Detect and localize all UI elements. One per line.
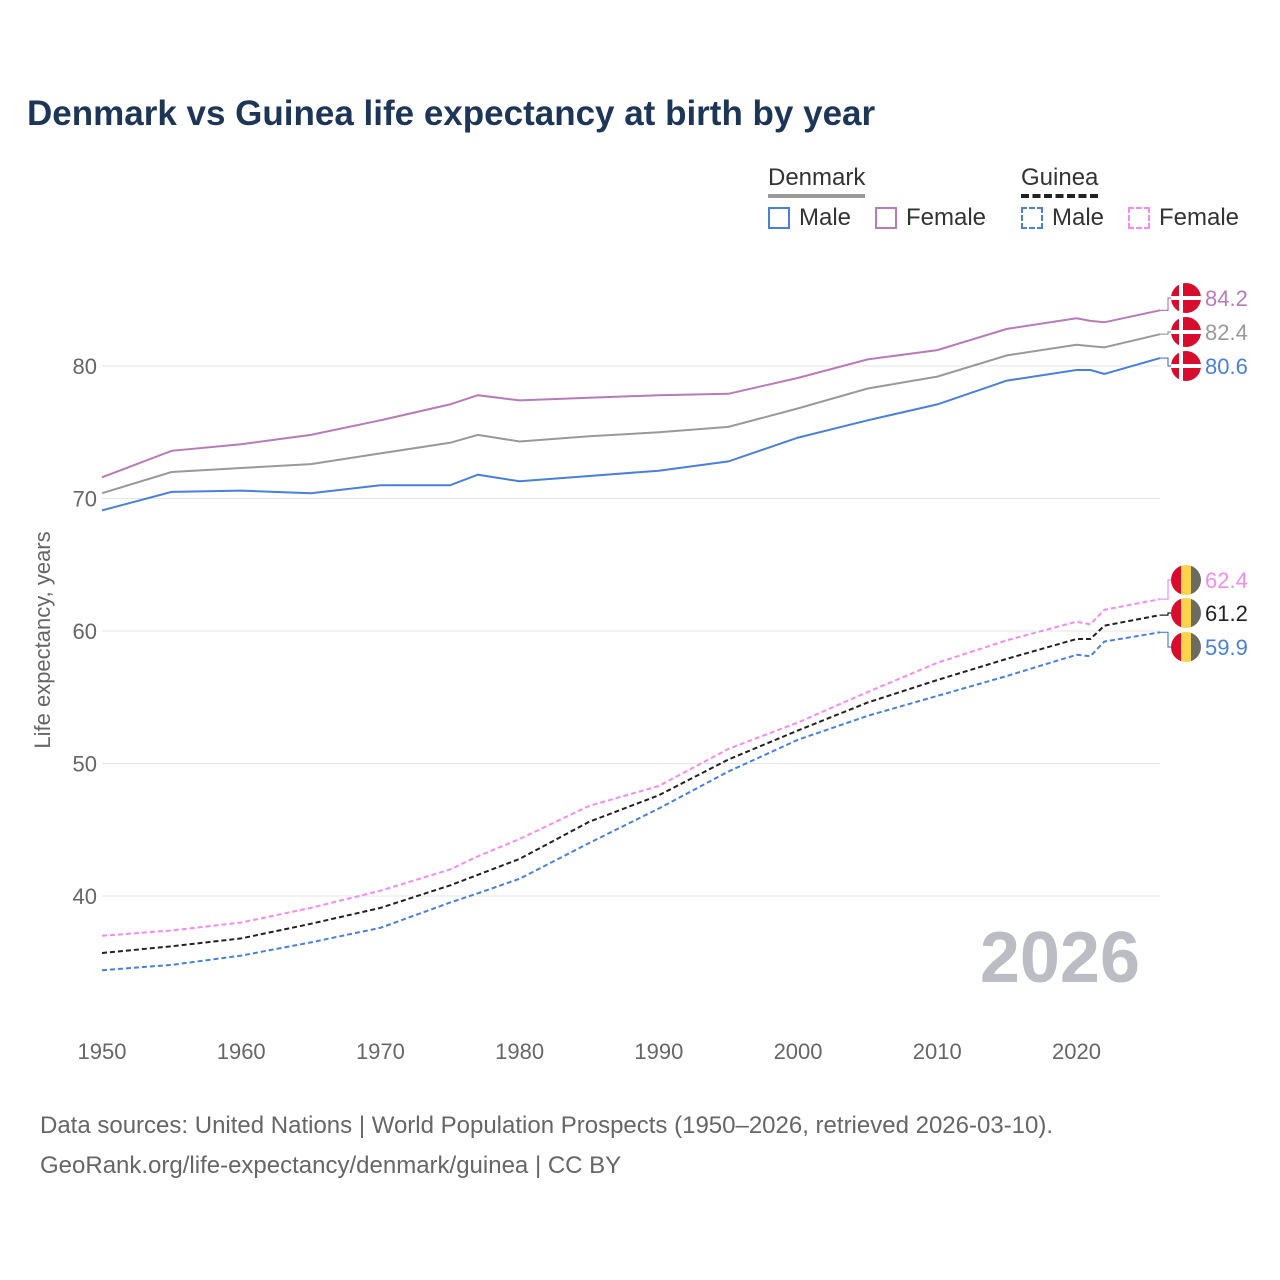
y-tick-label: 40 bbox=[73, 884, 97, 909]
y-tick-label: 50 bbox=[73, 752, 97, 777]
denmark-flag-icon bbox=[1171, 351, 1201, 381]
x-tick-label: 1980 bbox=[495, 1039, 544, 1064]
legend-swatch-denmark-female bbox=[875, 207, 897, 229]
source-line-1: Data sources: United Nations | World Pop… bbox=[40, 1112, 1054, 1139]
end-value-label: 59.9 bbox=[1205, 635, 1248, 660]
legend-denmark-male[interactable]: Male bbox=[799, 204, 852, 231]
legend-swatch-denmark-male bbox=[768, 207, 790, 229]
series-line-guinea-male bbox=[101, 631, 1161, 972]
guinea-flag-icon bbox=[1171, 632, 1201, 662]
denmark-flag-icon bbox=[1171, 317, 1201, 347]
source-note: Data sources: United Nations | World Pop… bbox=[40, 1106, 1053, 1186]
legend-denmark-female[interactable]: Female bbox=[906, 204, 987, 231]
x-tick-label: 2020 bbox=[1052, 1039, 1101, 1064]
legend-group-guinea: Guinea bbox=[1021, 164, 1099, 198]
legend-swatch-guinea-male bbox=[1021, 207, 1043, 229]
chart-title: Denmark vs Guinea life expectancy at bir… bbox=[27, 94, 876, 133]
guinea-flag-icon bbox=[1171, 565, 1201, 595]
legend-swatch-guinea-female bbox=[1128, 207, 1150, 229]
series-line-guinea-female bbox=[101, 598, 1161, 937]
y-tick-label: 80 bbox=[73, 354, 97, 379]
legend-guinea-male[interactable]: Male bbox=[1052, 204, 1105, 231]
end-value-label: 61.2 bbox=[1205, 601, 1248, 626]
year-watermark: 2026 bbox=[980, 918, 1140, 998]
guinea-flag-icon bbox=[1171, 598, 1201, 628]
end-value-label: 80.6 bbox=[1205, 354, 1248, 379]
line-chart: 40 50 60 70 80 1950 1960 1970 1980 1990 2000 2010 20… bbox=[30, 283, 1248, 1064]
source-line-2[interactable]: GeoRank.org/life-expectancy/denmark/guin… bbox=[40, 1152, 622, 1179]
y-axis-label: Life expectancy, years bbox=[30, 531, 55, 748]
series-line-denmark-male bbox=[101, 357, 1161, 512]
legend-group-denmark: Denmark bbox=[768, 164, 866, 198]
x-tick-label: 1960 bbox=[217, 1039, 266, 1064]
x-tick-label: 2010 bbox=[913, 1039, 962, 1064]
series-line-denmark-female bbox=[101, 309, 1161, 479]
legend-guinea-female[interactable]: Female bbox=[1159, 204, 1240, 231]
y-tick-label: 70 bbox=[73, 487, 97, 512]
denmark-flag-icon bbox=[1171, 283, 1201, 313]
x-tick-label: 1950 bbox=[78, 1039, 127, 1064]
y-tick-label: 60 bbox=[73, 619, 97, 644]
series-line-denmark-total bbox=[101, 333, 1161, 495]
x-tick-label: 2000 bbox=[774, 1039, 823, 1064]
x-tick-label: 1970 bbox=[356, 1039, 405, 1064]
end-value-label: 62.4 bbox=[1205, 568, 1248, 593]
series-line-guinea-total bbox=[101, 614, 1161, 954]
end-value-label: 82.4 bbox=[1205, 320, 1248, 345]
end-value-label: 84.2 bbox=[1205, 286, 1248, 311]
x-tick-label: 1990 bbox=[634, 1039, 683, 1064]
